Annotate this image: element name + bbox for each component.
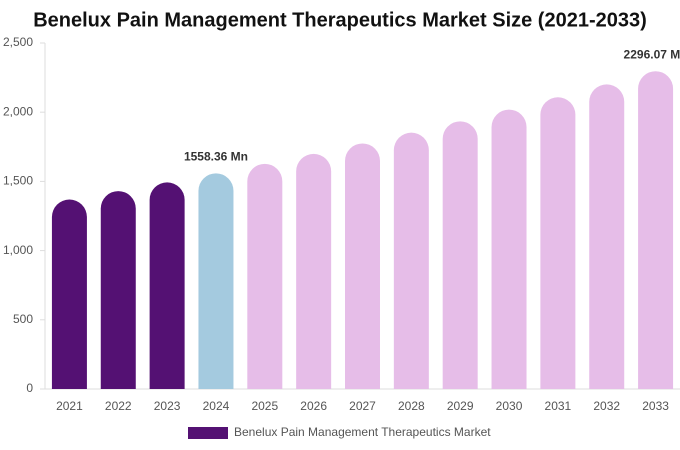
bar [638,71,674,390]
value-label: 1558.36 Mn [184,149,248,163]
y-tick-label: 0 [26,381,33,395]
value-label: 2296.07 Mn [624,47,680,61]
chart-title: Benelux Pain Management Therapeutics Mar… [33,9,647,31]
bar [393,132,429,389]
y-tick-label: 1,500 [3,174,33,188]
x-tick-label: 2027 [349,399,376,413]
x-tick-label: 2026 [300,399,327,413]
bar [442,121,478,389]
bar [149,182,185,389]
bar [100,191,136,389]
x-tick-label: 2023 [154,399,181,413]
bar [247,163,283,389]
legend-label: Benelux Pain Management Therapeutics Mar… [234,425,491,439]
bar [491,109,527,389]
x-tick-label: 2025 [251,399,278,413]
x-tick-label: 2021 [56,399,83,413]
bar [51,199,87,389]
y-tick-label: 1,000 [3,243,33,257]
bar [296,153,332,389]
bar [198,173,234,389]
x-tick-label: 2022 [105,399,132,413]
x-tick-label: 2029 [447,399,474,413]
legend-swatch [188,427,228,439]
bar [589,84,625,390]
x-tick-label: 2030 [496,399,523,413]
x-tick-label: 2024 [203,399,230,413]
y-tick-label: 2,500 [3,35,33,49]
x-tick-label: 2032 [593,399,620,413]
y-tick-label: 2,000 [3,104,33,118]
x-tick-label: 2033 [642,399,669,413]
x-tick-label: 2028 [398,399,425,413]
bar [540,97,576,389]
x-tick-label: 2031 [545,399,572,413]
y-tick-label: 500 [13,312,33,326]
bar [345,143,380,389]
